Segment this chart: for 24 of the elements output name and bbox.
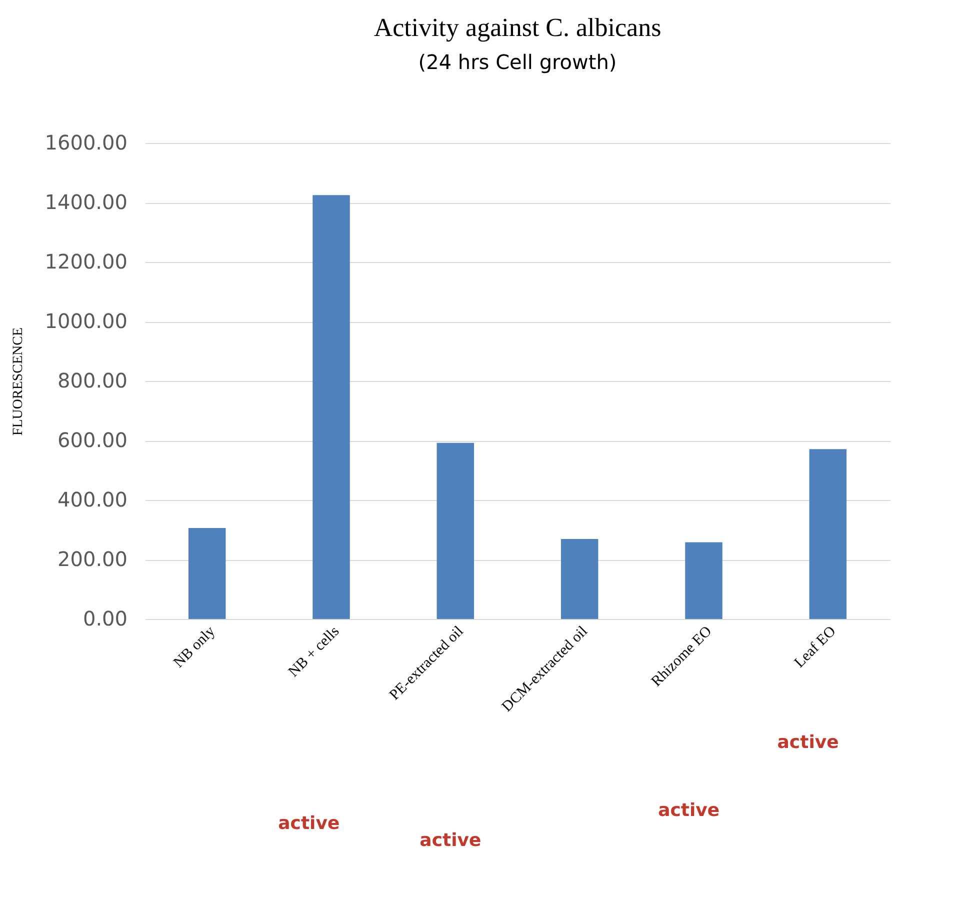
text: active [278, 813, 340, 834]
text: active [777, 732, 839, 753]
y-tick-label: 1600.00 [44, 130, 128, 154]
bar [188, 528, 226, 619]
text: active [658, 800, 720, 821]
bar [809, 449, 847, 619]
bar [312, 195, 350, 619]
y-tick-label: 0.00 [82, 606, 128, 630]
y-tick-label: 400.00 [58, 488, 128, 512]
y-tick-label: 1000.00 [44, 309, 128, 333]
bar [560, 538, 598, 619]
y-tick-label: 600.00 [58, 428, 128, 452]
y-axis-title: FLUORESCENCE [10, 327, 26, 436]
x-tick-label: NB only [170, 623, 219, 672]
chart-title: Activity against C. albicans [374, 13, 662, 42]
x-tick-label: NB + cells [286, 623, 343, 680]
y-tick-label: 200.00 [58, 547, 128, 571]
text: active [420, 830, 482, 851]
bar [436, 442, 474, 619]
bar [685, 542, 722, 619]
y-tick-label: 1400.00 [44, 190, 128, 214]
chart-subtitle: (24 hrs Cell growth) [418, 50, 617, 74]
y-tick-label: 1200.00 [44, 250, 128, 274]
y-tick-label: 800.00 [58, 368, 128, 392]
